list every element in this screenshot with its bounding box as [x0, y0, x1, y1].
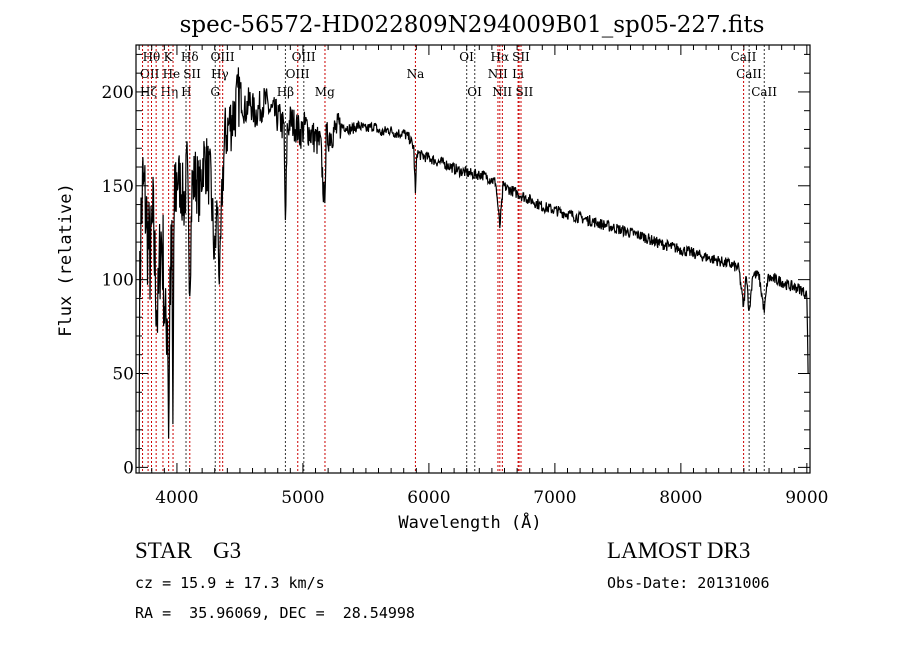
line-marker-label: H [181, 85, 191, 99]
line-marker-label: OII [140, 67, 160, 81]
spectrum-line [138, 67, 809, 468]
line-marker-label: K [164, 50, 174, 64]
line-marker-label: Hγ [211, 67, 229, 81]
y-axis-label: Flux (relative) [56, 183, 76, 337]
plot-frame [135, 44, 811, 474]
line-marker-label: Hα [491, 50, 510, 64]
x-tick-label: 4000 [155, 488, 198, 508]
object-subclass: G3 [213, 538, 242, 563]
redshift-text: cz = 15.9 ± 17.3 km/s [135, 574, 325, 592]
line-marker-label: Mg [315, 85, 335, 99]
obs-date-text: Obs-Date: 20131006 [607, 574, 770, 592]
line-marker-label: OI [467, 85, 482, 99]
line-marker-label: OIII [292, 50, 316, 64]
line-marker-label: Hη [161, 85, 179, 99]
y-tick-label: 150 [102, 177, 134, 197]
x-tick-label: 5000 [281, 488, 324, 508]
x-tick-label: 6000 [407, 488, 450, 508]
object-type: STAR [135, 538, 192, 563]
line-marker-label: CaII [731, 50, 757, 64]
line-marker-label: G [210, 85, 220, 99]
y-tick-label: 200 [102, 83, 134, 103]
x-tick-label: 8000 [659, 488, 702, 508]
chart-title: spec-56572-HD022809N294009B01_sp05-227.f… [180, 12, 765, 38]
line-marker-label: Li [512, 67, 524, 81]
line-marker-label: NII [488, 67, 508, 81]
line-marker-label: Hβ [277, 85, 294, 99]
y-tick-label: 50 [112, 365, 134, 385]
x-tick-label: 7000 [533, 488, 576, 508]
line-marker-label: SII [183, 67, 201, 81]
y-tick-label: 100 [102, 271, 134, 291]
line-marker-label: OIII [286, 67, 310, 81]
line-marker-label: Hζ [140, 85, 157, 99]
x-axis-label: Wavelength (Å) [398, 511, 541, 533]
line-marker-label: NII [492, 85, 512, 99]
spectrum-series [138, 67, 809, 468]
line-marker-label: Hθ [143, 50, 161, 64]
survey-name: LAMOST DR3 [607, 538, 751, 563]
line-marker-label: CaII [751, 85, 777, 99]
axes: 4000 5000 6000 7000 8000 9000 0 50 100 150 200 [102, 45, 828, 508]
line-marker-label: OI [459, 50, 474, 64]
y-tick-label: 0 [123, 458, 134, 478]
line-marker-label: Na [407, 67, 425, 81]
line-marker-label: SII [516, 85, 534, 99]
line-marker-label: OIII [211, 50, 235, 64]
line-marker-label: CaII [736, 67, 762, 81]
line-marker-label: He [163, 67, 181, 81]
coordinates-text: RA = 35.96069, DEC = 28.54998 [135, 604, 415, 622]
x-tick-label: 9000 [785, 488, 828, 508]
line-marker-label: Hδ [181, 50, 199, 64]
